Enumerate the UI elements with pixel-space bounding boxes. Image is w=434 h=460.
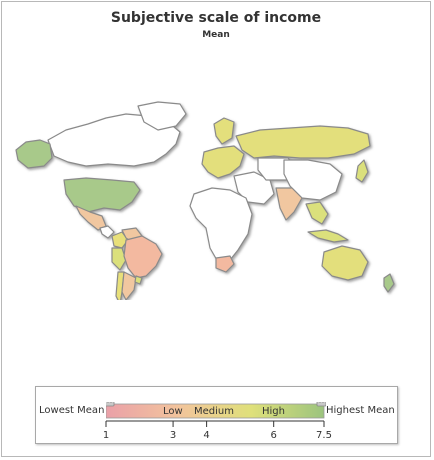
- region-uruguay[interactable]: [134, 275, 143, 285]
- legend-band-low: Low: [163, 406, 183, 417]
- region-china[interactable]: [283, 159, 343, 201]
- legend-tick-label: 7.5: [316, 430, 332, 441]
- region-scandinavia[interactable]: [213, 117, 235, 145]
- region-south-africa[interactable]: [215, 255, 235, 273]
- legend-gradient: [106, 403, 325, 419]
- legend-lowest-label: Lowest Mean: [39, 405, 105, 416]
- legend-color-scale: [106, 402, 326, 419]
- region-greenland[interactable]: [137, 101, 187, 131]
- legend-min-slider-handle[interactable]: [106, 402, 115, 407]
- region-indonesia[interactable]: [307, 229, 349, 243]
- legend-max-slider-handle[interactable]: [316, 402, 326, 407]
- region-canada[interactable]: [47, 113, 181, 167]
- legend-tick-label: 3: [170, 430, 176, 441]
- legend-band-high: High: [262, 406, 285, 417]
- region-alaska[interactable]: [15, 139, 53, 169]
- region-europe[interactable]: [201, 145, 245, 179]
- legend-tick-label: 1: [103, 430, 109, 441]
- legend-band-medium: Medium: [194, 406, 234, 417]
- legend-axis: 1 3 4 6 7.5: [103, 420, 332, 441]
- region-new-zealand[interactable]: [383, 273, 395, 293]
- region-argentina[interactable]: [121, 271, 137, 300]
- region-middle-east[interactable]: [233, 171, 275, 205]
- region-peru[interactable]: [111, 247, 127, 271]
- region-africa[interactable]: [189, 187, 253, 263]
- region-russia[interactable]: [235, 125, 371, 159]
- region-india[interactable]: [275, 187, 303, 221]
- region-chile[interactable]: [115, 271, 125, 300]
- region-japan[interactable]: [355, 159, 369, 183]
- legend-highest-label: Highest Mean: [326, 405, 395, 416]
- region-united-states[interactable]: [63, 177, 141, 213]
- world-map: [15, 101, 395, 300]
- region-australia[interactable]: [321, 245, 369, 281]
- map-subtitle: Mean: [202, 30, 230, 40]
- region-brazil[interactable]: [123, 235, 163, 279]
- legend-tick-label: 4: [203, 430, 209, 441]
- legend-tick-label: 6: [271, 430, 277, 441]
- region-southeast-asia[interactable]: [305, 201, 329, 225]
- region-central-america[interactable]: [99, 225, 115, 239]
- map-title: Subjective scale of income: [110, 10, 322, 26]
